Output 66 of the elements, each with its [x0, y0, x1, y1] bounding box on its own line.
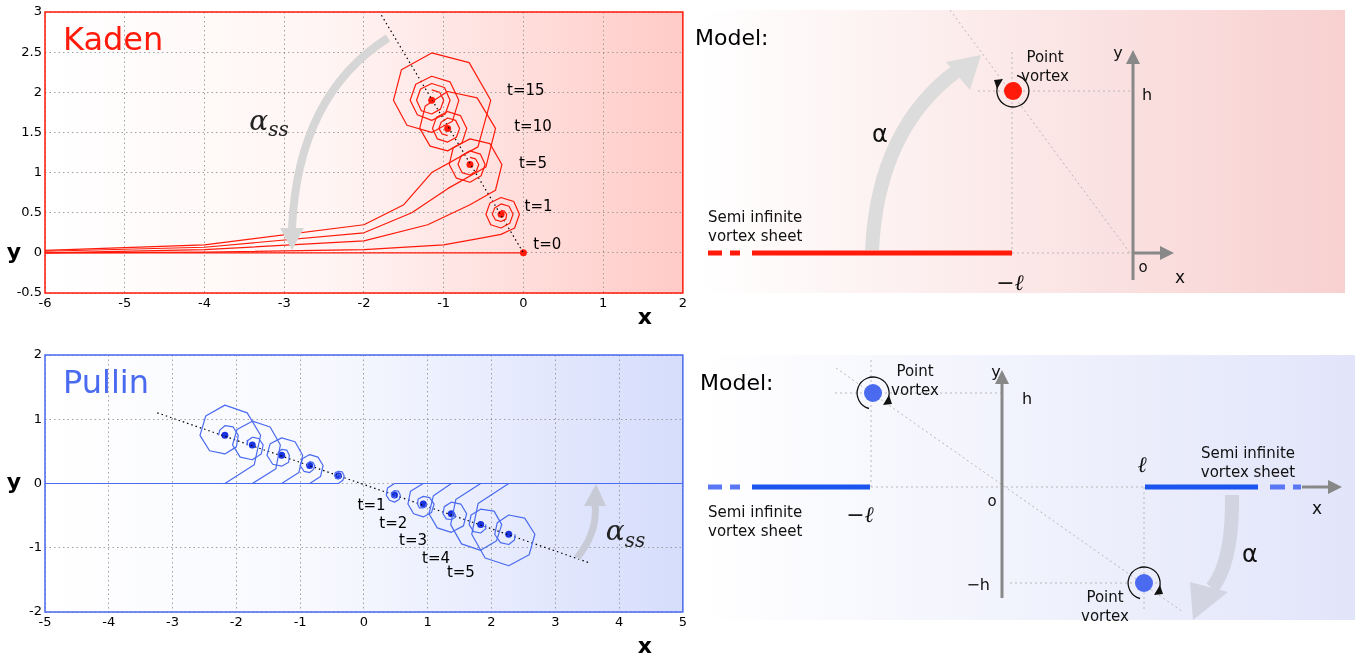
text: Semi infinite vortex sheet	[708, 208, 803, 245]
annotation: t=10	[514, 116, 552, 135]
annotation: t=15	[507, 81, 545, 100]
text: Semi infinite vortex sheet	[708, 503, 803, 540]
x-tick-label: -1	[293, 614, 307, 630]
text: Model:	[695, 25, 769, 50]
annotation: t=2	[379, 513, 408, 532]
y-axis-title: y	[6, 238, 22, 264]
text: y	[991, 362, 1001, 381]
x-tick-label: 3	[551, 614, 560, 630]
y-tick-label: 1	[33, 163, 42, 179]
annotation: t=1	[357, 495, 386, 514]
annotation: t=5	[518, 153, 547, 172]
x-tick-label: -5	[118, 295, 132, 311]
text: Model:	[700, 370, 774, 395]
x-tick-label: 1	[598, 295, 608, 311]
text: −ℓ	[846, 502, 875, 527]
x-tick-label: 1	[423, 614, 432, 630]
x-tick-label: -2	[229, 614, 243, 630]
x-tick-label: 0	[359, 614, 369, 630]
text: y	[1113, 43, 1123, 62]
text: −ℓ	[996, 270, 1025, 295]
text: ℓ	[1137, 452, 1148, 477]
x-tick-label: -2	[357, 295, 371, 311]
y-tick-label: 0	[33, 474, 42, 490]
chart-title: Kaden	[63, 20, 164, 59]
x-tick-label: 2	[487, 614, 496, 630]
annotation: t=3	[399, 530, 428, 549]
text: h	[1022, 389, 1033, 408]
x-axis-title: x	[637, 632, 652, 658]
y-tick-label: 2.5	[21, 43, 42, 59]
annotation: t=0	[533, 234, 562, 253]
text: Point vortex	[1081, 588, 1130, 625]
x-tick-label: 5	[678, 614, 688, 630]
x-tick-label: -3	[166, 614, 180, 630]
text: h	[1142, 85, 1153, 104]
x-tick-label: -3	[277, 295, 291, 311]
y-tick-label: -1	[29, 539, 42, 555]
text: −h	[966, 575, 990, 594]
text: x	[1174, 267, 1186, 287]
text: x	[1311, 498, 1323, 518]
y-tick-label: 1	[33, 410, 42, 426]
x-axis-title: x	[637, 303, 652, 329]
y-tick-label: 2	[33, 83, 42, 99]
text: α	[1242, 540, 1258, 568]
text: Semi infinite vortex sheet	[1200, 444, 1296, 481]
y-tick-label: 0	[33, 244, 42, 260]
y-tick-label: 0.5	[21, 204, 42, 220]
x-tick-label: 4	[614, 614, 624, 630]
x-tick-label: -1	[437, 295, 451, 311]
annotation: t=1	[524, 196, 553, 215]
y-tick-label: 3	[33, 3, 42, 19]
x-tick-label: 0	[519, 295, 528, 311]
text: o	[1138, 258, 1148, 276]
text: o	[987, 492, 997, 510]
text: Point vortex	[891, 362, 940, 399]
y-tick-label: 1.5	[21, 123, 42, 139]
text: α	[872, 120, 888, 148]
chart-title: Pullin	[63, 363, 149, 402]
x-tick-label: 2	[678, 295, 688, 311]
x-tick-label: -4	[197, 295, 211, 311]
y-tick-label: 2	[33, 346, 42, 362]
x-tick-label: -4	[102, 614, 116, 630]
y-axis-title: y	[6, 469, 22, 495]
annotation: t=5	[446, 562, 475, 581]
text: Point vortex	[1021, 48, 1070, 85]
